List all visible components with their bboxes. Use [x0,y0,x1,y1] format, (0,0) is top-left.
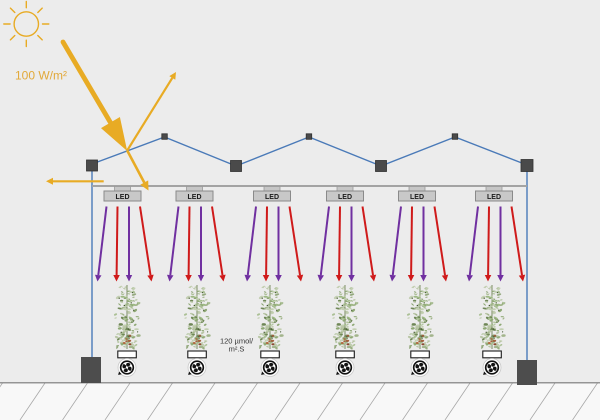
svg-text:LED: LED [116,194,130,201]
svg-text:100 W/m²: 100 W/m² [15,69,67,83]
svg-text:LED: LED [487,194,501,201]
svg-text:m².S: m².S [229,345,245,354]
svg-text:LED: LED [188,194,202,201]
svg-text:120 µmol/: 120 µmol/ [220,337,254,346]
svg-text:LED: LED [410,194,424,201]
svg-text:LED: LED [338,194,352,201]
svg-text:LED: LED [265,194,279,201]
